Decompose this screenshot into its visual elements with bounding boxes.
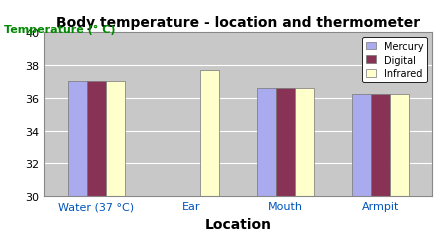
X-axis label: Location: Location [205,217,272,231]
Text: Temperature (° C): Temperature (° C) [4,25,116,35]
Bar [68,82,87,197]
Title: Body temperature - location and thermometer: Body temperature - location and thermome… [56,16,420,30]
Legend: Mercury, Digital, Infrared: Mercury, Digital, Infrared [363,38,427,83]
Bar [257,88,276,197]
Bar [106,82,124,197]
Bar [389,95,408,197]
Bar [87,82,106,197]
Bar [276,88,295,197]
Bar [295,88,314,197]
Bar [370,95,389,197]
Bar [352,95,370,197]
Bar [200,70,219,197]
